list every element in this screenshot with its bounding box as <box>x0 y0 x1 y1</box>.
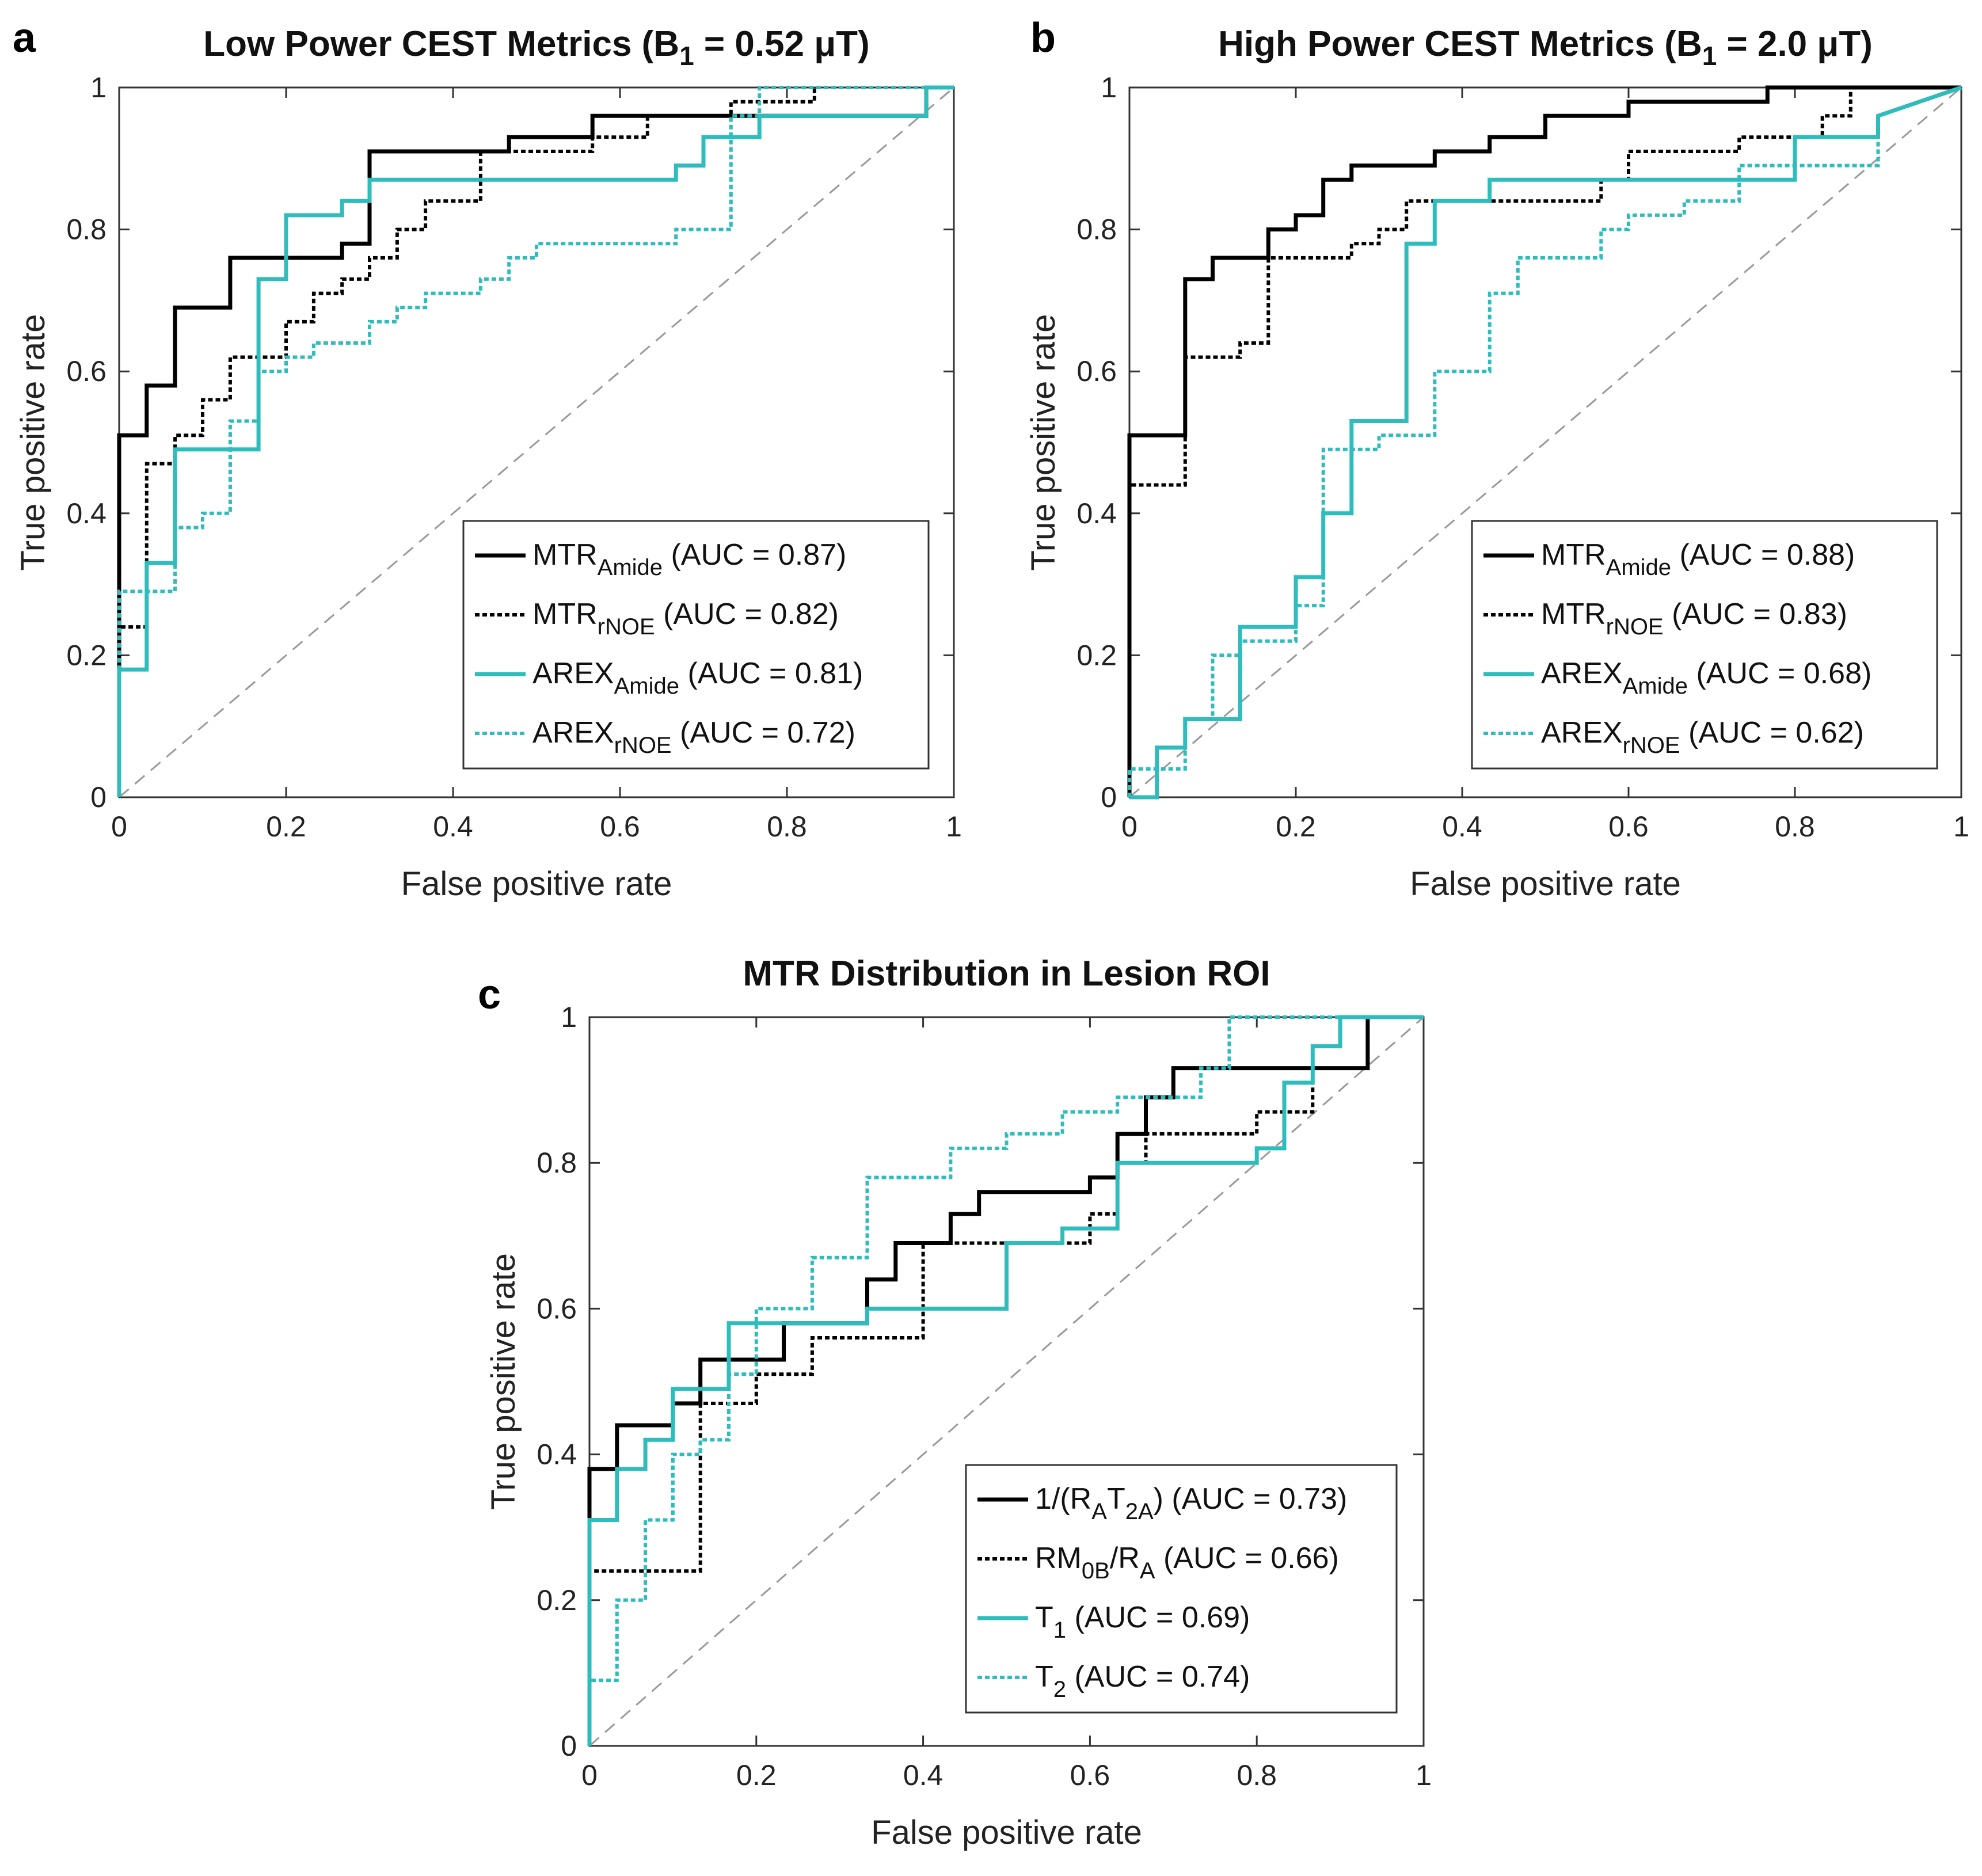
x-tick-label: 0 <box>1121 810 1138 843</box>
y-tick-label: 0.8 <box>537 1147 577 1179</box>
y-axis-label: True positive rate <box>1025 314 1062 571</box>
y-tick-label: 0.4 <box>66 497 106 530</box>
legend-box <box>965 1464 1398 1714</box>
axes-box <box>588 1016 1425 1747</box>
series-line-1 <box>117 85 954 797</box>
y-tick-label: 0.8 <box>66 214 106 246</box>
series-line-1 <box>1127 85 1961 797</box>
y-tick-label: 0.2 <box>537 1584 577 1616</box>
series-line-3 <box>117 85 954 797</box>
panel-label: c <box>478 972 501 1018</box>
legend-box <box>1471 520 1938 770</box>
x-axis-label: False positive rate <box>401 865 672 903</box>
x-tick-label: 0 <box>111 810 127 843</box>
legend-entry-1: MTRAmide (AUC = 0.88) <box>1541 538 1855 580</box>
panel-b: b High Power CEST Metrics (B1 = 2.0 μT)00… <box>1025 15 1969 903</box>
x-tick-label: 0.8 <box>1237 1759 1277 1791</box>
legend-entry-4: AREXrNOE (AUC = 0.72) <box>532 716 855 758</box>
legend: 1/(RAT2A) (AUC = 0.73) RM0B/RA (AUC = 0.6… <box>965 1464 1398 1714</box>
legend-entry-1: MTRAmide (AUC = 0.87) <box>532 538 846 580</box>
y-tick-label: 0.6 <box>66 355 106 387</box>
panel-label: b <box>1030 15 1056 61</box>
chart-title: High Power CEST Metrics (B1 = 2.0 μT) <box>1218 24 1873 71</box>
x-tick-label: 0.8 <box>767 810 807 843</box>
legend-entry-2: MTRrNOE (AUC = 0.83) <box>1541 598 1847 640</box>
x-axis-label: False positive rate <box>1410 865 1681 903</box>
y-tick-label: 1 <box>1101 71 1117 104</box>
x-tick-label: 0.8 <box>1775 810 1815 843</box>
panel-a: a Low Power CEST Metrics (B1 = 0.52 μT)00… <box>13 15 962 903</box>
y-tick-label: 0.2 <box>1076 639 1117 671</box>
y-tick-label: 0 <box>561 1730 577 1762</box>
x-tick-label: 1 <box>1953 810 1969 843</box>
chance-diagonal <box>119 86 954 798</box>
y-axis-label: True positive rate <box>485 1253 522 1510</box>
y-tick-label: 1 <box>561 1001 577 1033</box>
x-tick-label: 0.2 <box>266 810 306 843</box>
x-tick-label: 1 <box>946 810 962 843</box>
series-line-4 <box>588 1015 1424 1746</box>
y-tick-label: 0.6 <box>537 1292 577 1325</box>
chance-diagonal <box>1129 86 1962 798</box>
y-tick-label: 0.2 <box>66 639 106 671</box>
x-tick-label: 0.4 <box>433 810 473 843</box>
panel-c: c MTR Distribution in Lesion ROI 00 0.2 0.2 0… <box>478 954 1432 1851</box>
y-tick-label: 0.4 <box>537 1439 577 1471</box>
series-line-2 <box>117 86 954 797</box>
legend: MTRAmide (AUC = 0.88) MTRrNOE (AUC = 0.83… <box>1471 520 1938 770</box>
x-tick-label: 1 <box>1416 1759 1432 1791</box>
y-tick-label: 0.4 <box>1076 497 1117 530</box>
legend-entry-4: T2 (AUC = 0.74) <box>1035 1660 1250 1702</box>
legend-entry-3: T1 (AUC = 0.69) <box>1035 1601 1250 1643</box>
legend-entry-2: MTRrNOE (AUC = 0.82) <box>532 598 839 640</box>
y-tick-label: 1 <box>90 71 106 104</box>
x-tick-label: 0.4 <box>903 1759 944 1791</box>
legend-entry-4: AREXrNOE (AUC = 0.62) <box>1541 716 1864 758</box>
y-axis-label: True positive rate <box>14 314 52 571</box>
legend-entry-3: AREXAmide (AUC = 0.81) <box>532 657 863 699</box>
legend-entry-2: RM0B/RA (AUC = 0.66) <box>1035 1542 1339 1584</box>
y-tick-label: 0 <box>90 781 106 813</box>
chart-title: MTR Distribution in Lesion ROI <box>743 954 1270 994</box>
legend-entry-3: AREXAmide (AUC = 0.68) <box>1541 657 1871 699</box>
legend: MTRAmide (AUC = 0.87) MTRrNOE (AUC = 0.82… <box>462 520 930 770</box>
panel-label: a <box>13 15 36 61</box>
chart-title: Low Power CEST Metrics (B1 = 0.52 μT) <box>203 24 869 71</box>
y-tick-label: 0.6 <box>1076 355 1117 387</box>
x-tick-label: 0.6 <box>1608 810 1649 843</box>
x-tick-label: 0.6 <box>1070 1759 1110 1791</box>
legend-box <box>462 520 930 770</box>
x-tick-label: 0 <box>581 1759 598 1791</box>
y-tick-label: 0 <box>1101 781 1117 813</box>
x-tick-label: 0.2 <box>736 1759 777 1791</box>
x-tick-label: 0.4 <box>1442 810 1482 843</box>
y-tick-label: 0.8 <box>1076 214 1117 246</box>
x-tick-label: 0.6 <box>600 810 640 843</box>
x-axis-label: False positive rate <box>871 1814 1142 1851</box>
series-line-4 <box>1128 86 1962 797</box>
legend-entry-1: 1/(RAT2A) (AUC = 0.73) <box>1035 1482 1347 1524</box>
x-tick-label: 0.2 <box>1276 810 1316 843</box>
series-line-3 <box>587 1015 1424 1746</box>
